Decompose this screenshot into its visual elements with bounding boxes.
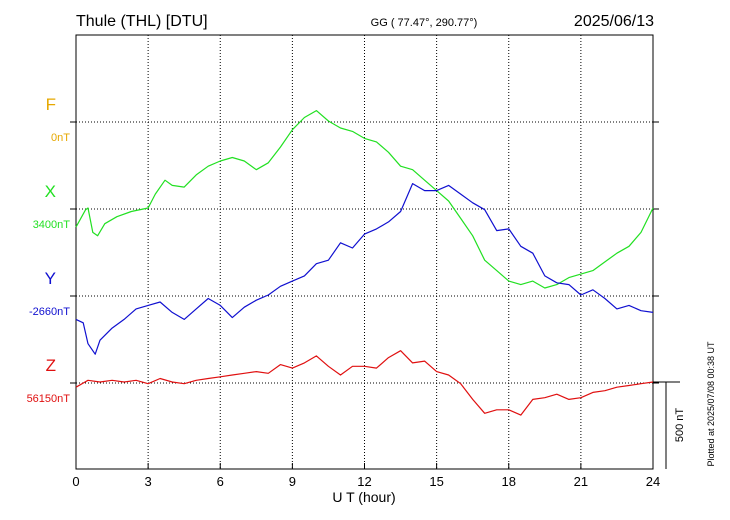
x-axis-label: U T (hour) [332, 489, 395, 505]
series-f-baseline-label: 0nT [51, 132, 70, 144]
x-tick-label: 9 [289, 474, 296, 489]
series-y-line [75, 183, 654, 355]
coordinates-label: GG ( 77.47°, 290.77°) [371, 17, 478, 29]
series-lines [75, 109, 654, 416]
x-tick-label: 15 [429, 474, 443, 489]
x-tick-label: 6 [217, 474, 224, 489]
series-f-name: F [46, 95, 56, 114]
series-z-line [75, 350, 654, 416]
series-x-line [75, 109, 654, 289]
scale-bar-label: 500 nT [674, 408, 686, 443]
x-axis-ticks: 0 3 6 9 12 15 18 21 24 [70, 121, 660, 489]
series-z-baseline-label: 56150nT [27, 393, 71, 405]
x-tick-label: 21 [574, 474, 588, 489]
plotted-timestamp: Plotted at 2025/07/08 00:38 UT [706, 341, 716, 467]
x-tick-label: 18 [502, 474, 516, 489]
grid-lines [76, 35, 653, 469]
series-x-name: X [45, 182, 56, 201]
series-y-baseline-label: -2660nT [29, 306, 70, 318]
x-tick-label: 24 [646, 474, 660, 489]
x-tick-label: 3 [145, 474, 152, 489]
station-title: Thule (THL) [DTU] [76, 13, 208, 30]
series-y-name: Y [45, 269, 56, 288]
x-tick-label: 12 [357, 474, 371, 489]
series-labels: F 0nT X 3400nT Y -2660nT Z 56150nT [27, 95, 71, 405]
date-label: 2025/06/13 [574, 13, 654, 30]
series-z-name: Z [46, 356, 56, 375]
x-tick-label: 0 [72, 474, 79, 489]
series-x-baseline-label: 3400nT [33, 219, 71, 231]
